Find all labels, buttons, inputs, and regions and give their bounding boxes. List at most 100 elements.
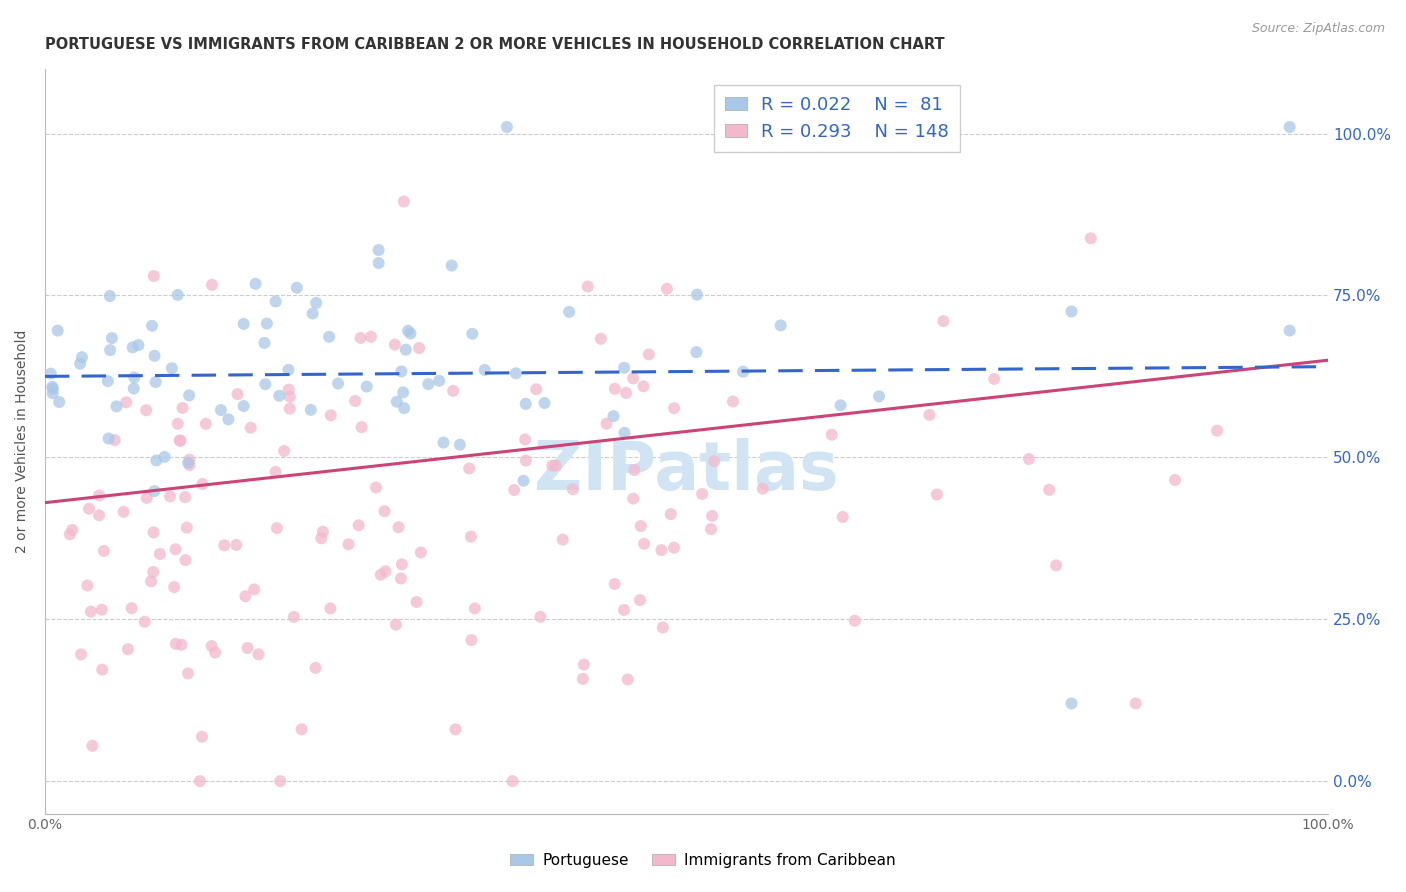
Point	[614, 385, 637, 400]
Point	[217, 412, 239, 426]
Point	[160, 361, 183, 376]
Point	[408, 341, 430, 355]
Point	[391, 558, 413, 572]
Point	[143, 484, 166, 499]
Point	[253, 335, 276, 350]
Point	[621, 491, 644, 506]
Point	[214, 538, 236, 552]
Point	[918, 408, 941, 422]
Point	[91, 663, 114, 677]
Point	[194, 417, 217, 431]
Point	[1164, 473, 1187, 487]
Point	[312, 524, 335, 539]
Point	[373, 504, 395, 518]
Point	[733, 365, 755, 379]
Point	[628, 593, 651, 607]
Point	[145, 453, 167, 467]
Point	[576, 279, 599, 293]
Point	[139, 574, 162, 589]
Point	[868, 389, 890, 403]
Point	[283, 610, 305, 624]
Point	[112, 505, 135, 519]
Point	[685, 345, 707, 359]
Point	[319, 601, 342, 615]
Point	[721, 394, 744, 409]
Point	[367, 243, 389, 257]
Point	[179, 452, 201, 467]
Point	[326, 376, 349, 391]
Point	[1018, 452, 1040, 467]
Point	[104, 433, 127, 447]
Point	[1045, 558, 1067, 573]
Point	[349, 331, 371, 345]
Point	[77, 501, 100, 516]
Point	[367, 256, 389, 270]
Point	[204, 646, 226, 660]
Point	[633, 537, 655, 551]
Point	[105, 400, 128, 414]
Point	[264, 294, 287, 309]
Point	[700, 508, 723, 523]
Point	[616, 673, 638, 687]
Point	[256, 317, 278, 331]
Point	[201, 639, 224, 653]
Point	[179, 458, 201, 472]
Point	[385, 394, 408, 409]
Point	[983, 372, 1005, 386]
Point	[141, 318, 163, 333]
Point	[277, 363, 299, 377]
Point	[121, 340, 143, 354]
Point	[232, 399, 254, 413]
Point	[169, 434, 191, 448]
Point	[191, 477, 214, 491]
Point	[399, 326, 422, 341]
Point	[80, 605, 103, 619]
Point	[533, 396, 555, 410]
Point	[630, 519, 652, 533]
Point	[385, 617, 408, 632]
Point	[370, 567, 392, 582]
Point	[427, 374, 450, 388]
Point	[460, 633, 482, 648]
Point	[409, 545, 432, 559]
Point	[134, 615, 156, 629]
Point	[551, 533, 574, 547]
Point	[177, 456, 200, 470]
Point	[98, 289, 121, 303]
Point	[319, 409, 342, 423]
Point	[142, 268, 165, 283]
Point	[165, 542, 187, 557]
Point	[239, 421, 262, 435]
Point	[1038, 483, 1060, 497]
Point	[122, 382, 145, 396]
Point	[1278, 324, 1301, 338]
Point	[387, 520, 409, 534]
Point	[273, 444, 295, 458]
Point	[650, 543, 672, 558]
Point	[595, 417, 617, 431]
Point	[613, 603, 636, 617]
Point	[166, 288, 188, 302]
Text: ZIPatlas: ZIPatlas	[534, 438, 839, 504]
Point	[291, 723, 314, 737]
Point	[356, 379, 378, 393]
Point	[405, 595, 427, 609]
Point	[613, 425, 636, 440]
Point	[418, 377, 440, 392]
Point	[1206, 424, 1229, 438]
Point	[209, 403, 232, 417]
Point	[821, 427, 844, 442]
Point	[318, 330, 340, 344]
Point	[165, 637, 187, 651]
Point	[101, 331, 124, 345]
Point	[90, 603, 112, 617]
Point	[752, 482, 775, 496]
Point	[1278, 120, 1301, 134]
Point	[374, 564, 396, 578]
Point	[603, 382, 626, 396]
Point	[177, 388, 200, 402]
Point	[524, 382, 547, 396]
Point	[496, 120, 519, 134]
Point	[48, 395, 70, 409]
Y-axis label: 2 or more Vehicles in Household: 2 or more Vehicles in Household	[15, 329, 30, 553]
